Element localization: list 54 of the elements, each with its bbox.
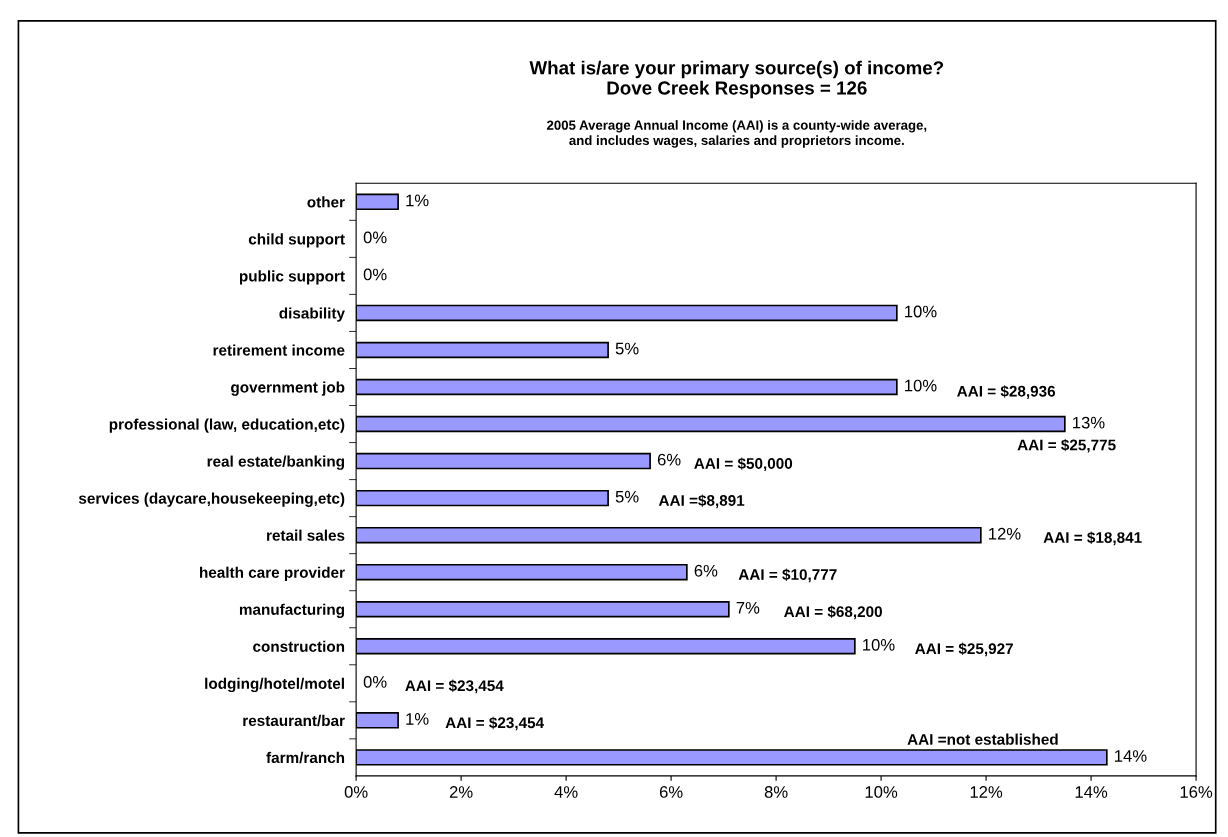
x-tick-label: 2% <box>449 786 473 798</box>
annotation: AAI =not established <box>907 733 1058 745</box>
y-tick-label: retail sales <box>267 529 345 541</box>
x-tick-label: 8% <box>764 786 788 798</box>
x-tick-label: 14% <box>1075 786 1108 798</box>
data-label: 1% <box>406 713 429 725</box>
y-tick-label: disability <box>279 307 345 322</box>
annotation: AAI = $25,775 <box>1017 438 1116 453</box>
y-tick-label: farm/ranch <box>266 751 345 764</box>
y-tick-label: manufacturing <box>239 603 344 618</box>
data-label: 10% <box>905 305 937 318</box>
y-tick-label: real estate/banking <box>207 455 344 470</box>
annotation: AAI =$8,891 <box>658 494 745 509</box>
y-tick-label: lodging/hotel/motel <box>205 677 344 693</box>
data-label: 10% <box>905 379 937 392</box>
data-label: 6% <box>694 564 718 577</box>
annotation: AAI = $25,927 <box>915 642 1013 657</box>
annotation: AAI = $50,000 <box>694 457 793 472</box>
annotation: AAI = $23,454 <box>445 716 545 731</box>
data-label: 7% <box>736 601 760 614</box>
y-tick-label: retirement income <box>213 344 345 356</box>
chart-subtitle: 2005 Average Annual Income (AAI) is a county-wide average, and includes wages, salaries and proprietors income. <box>547 120 927 148</box>
y-tick-label: health care provider <box>200 566 345 581</box>
annotation: AAI = $68,200 <box>784 605 882 620</box>
data-label: 5% <box>615 342 639 355</box>
x-tick-label: 6% <box>659 786 683 798</box>
data-label: 10% <box>863 638 895 651</box>
y-tick-label: public support <box>239 270 345 285</box>
data-label: 6% <box>657 453 681 466</box>
data-label: 14% <box>1115 750 1147 762</box>
data-label: 5% <box>615 490 639 503</box>
data-label: 0% <box>363 675 387 688</box>
y-tick-label: construction <box>253 640 345 652</box>
y-tick-label: services (daycare,housekeeping,etc) <box>78 492 345 507</box>
y-tick-label: government job <box>231 381 345 396</box>
annotation: AAI = $28,936 <box>957 385 1056 399</box>
x-tick-label: 4% <box>554 786 578 798</box>
data-label: 13% <box>1073 416 1105 429</box>
x-tick-label: 16% <box>1180 786 1213 798</box>
data-label: 0% <box>363 268 387 281</box>
x-tick-label: 10% <box>865 786 898 798</box>
y-tick-label: child support <box>248 233 345 248</box>
annotation: AAI = $18,841 <box>1043 531 1142 546</box>
data-label: 0% <box>363 231 387 244</box>
annotation: AAI = $23,454 <box>405 679 504 694</box>
y-tick-label: professional (law, education,etc) <box>109 418 345 433</box>
data-label: 1% <box>406 194 429 207</box>
x-tick-label: 0% <box>344 786 368 798</box>
data-label: 12% <box>989 527 1021 540</box>
y-tick-label: other <box>307 196 345 208</box>
chart-title: What is/are your primary source(s) of income? Dove Creek Responses = 126 <box>529 60 944 99</box>
y-tick-label: restaurant/bar <box>243 714 345 727</box>
x-tick-label: 12% <box>970 786 1003 798</box>
annotation: AAI = $10,777 <box>738 568 837 583</box>
